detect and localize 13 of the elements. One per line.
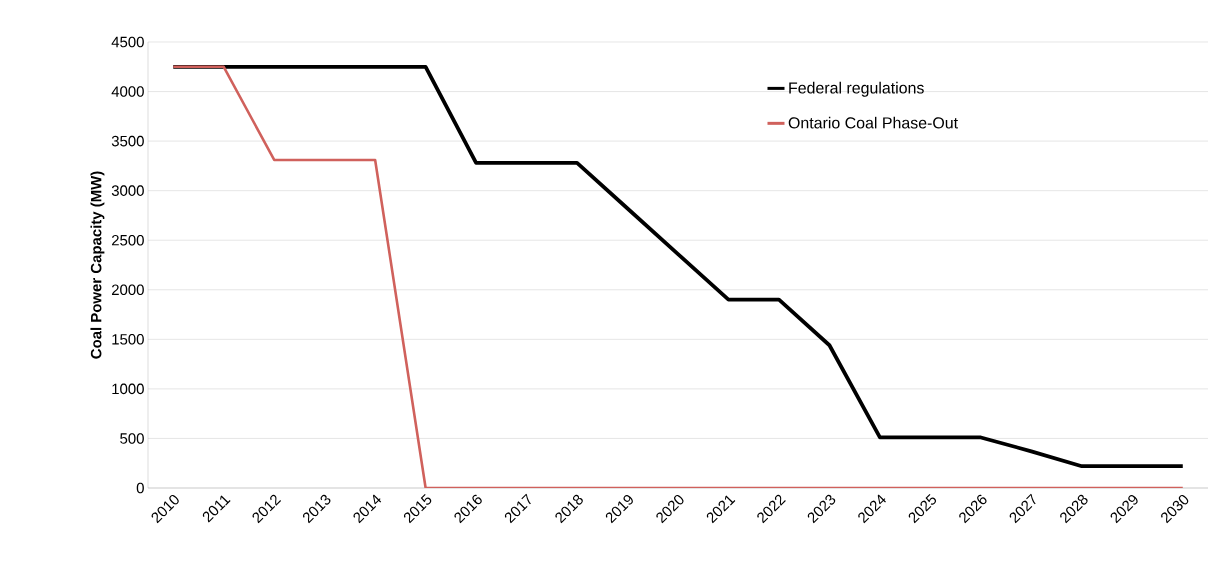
- legend-label: Ontario Coal Phase-Out: [788, 116, 958, 129]
- y-tick-label: 1500: [112, 334, 144, 345]
- legend-label: Federal regulations: [789, 81, 924, 97]
- y-tick-label: 0: [136, 482, 144, 494]
- y-tick-label: 3500: [111, 135, 144, 147]
- y-tick-label: 2500: [111, 234, 144, 246]
- y-tick-label: 2000: [111, 284, 144, 296]
- y-tick-label: 1000: [112, 383, 144, 395]
- y-tick-label: 4500: [111, 36, 144, 48]
- y-tick-label: 4000: [111, 86, 144, 97]
- y-tick-label: 500: [120, 433, 144, 444]
- y-axis-title: Coal Power Capacity (MW): [90, 171, 105, 359]
- y-tick-label: 3000: [111, 185, 144, 196]
